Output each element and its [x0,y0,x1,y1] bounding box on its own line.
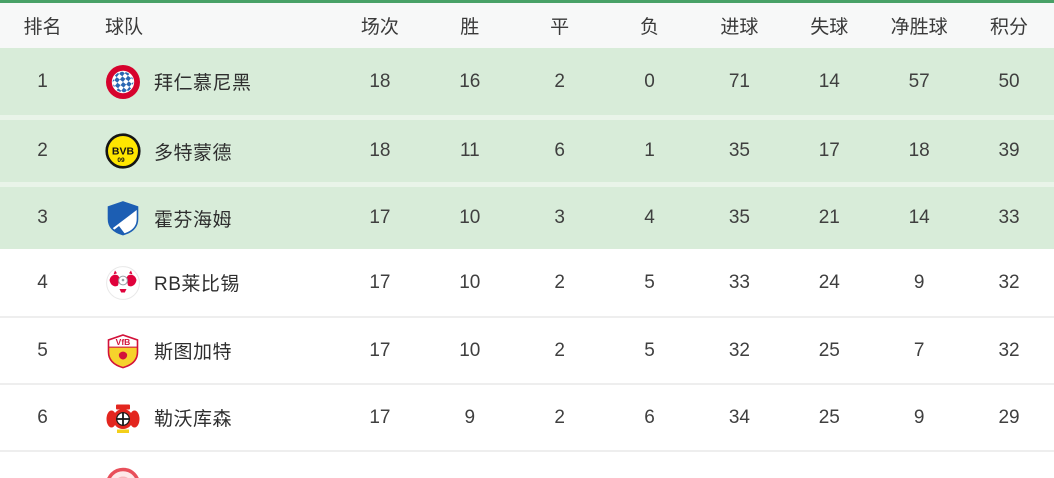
goal-diff-cell: 14 [908,207,930,228]
partial-red-crest-icon [105,467,141,478]
goals-against-cell: 21 [818,207,840,228]
column-header-goal-diff: 净胜球 [890,17,948,38]
rb-leipzig-crest-icon [105,265,141,301]
svg-text:BVB: BVB [112,146,135,158]
rank-cell: 1 [37,70,48,92]
draws-cell: 2 [554,271,565,293]
dortmund-crest-icon: BVB 09 [105,133,141,169]
wins-cell: 10 [459,271,481,293]
hoffenheim-crest-icon [105,200,141,236]
wins-cell: 10 [459,339,481,361]
table-body: 1 拜仁慕尼黑 18 16 2 0 71 14 57 50 2 BVB 09 多 [0,48,1054,478]
goals-against-cell: 25 [818,339,840,361]
rank-cell: 4 [37,271,48,293]
column-header-played: 场次 [360,17,399,38]
team-cell: 勒沃库森 [85,400,335,436]
leverkusen-crest-icon [105,400,141,436]
goals-for-cell: 71 [728,70,750,92]
played-cell: 17 [369,339,391,361]
points-cell: 32 [998,271,1020,293]
table-row: 2 BVB 09 多特蒙德 18 11 6 1 35 17 18 39 [0,115,1054,182]
draws-cell: 2 [554,406,565,428]
team-cell: 霍芬海姆 [85,200,335,236]
bayern-munich-crest-icon [105,64,141,100]
column-header-losses: 负 [640,17,660,38]
draws-cell: 2 [554,339,565,361]
svg-text:09: 09 [117,157,125,164]
team-cell: VfB 斯图加特 [85,333,335,369]
wins-cell: 16 [459,70,481,92]
team-name: RB莱比锡 [154,274,240,295]
team-name: 多特蒙德 [154,142,233,164]
goals-for-cell: 34 [728,406,750,428]
column-header-goals-against: 失球 [810,17,849,38]
played-cell: 18 [369,70,391,92]
table-row: 5 VfB 斯图加特 17 10 2 5 32 25 7 32 [0,316,1054,383]
losses-cell: 0 [644,70,655,92]
table-row [0,450,1054,478]
column-header-rank: 排名 [23,17,62,38]
team-cell [85,467,335,478]
draws-cell: 6 [554,140,565,161]
played-cell: 17 [369,406,391,428]
table-row: 4 RB莱比锡 17 10 2 5 33 24 9 32 [0,249,1054,316]
svg-text:VfB: VfB [116,337,131,347]
points-cell: 50 [998,70,1020,92]
rank-cell: 2 [37,140,48,161]
team-name: 斯图加特 [154,342,233,363]
wins-cell: 9 [464,406,476,428]
team-name: 勒沃库森 [154,409,233,430]
goal-diff-cell: 9 [913,271,925,293]
losses-cell: 1 [644,140,655,161]
top-accent-border [0,0,1054,3]
goals-against-cell: 14 [818,70,840,92]
played-cell: 18 [369,140,391,161]
rank-cell: 6 [37,406,48,428]
wins-cell: 11 [459,140,480,161]
column-header-goals-for: 进球 [720,17,759,38]
goals-for-cell: 32 [728,339,750,361]
goals-for-cell: 35 [728,207,750,228]
goal-diff-cell: 7 [913,339,925,361]
table-row: 3 霍芬海姆 17 10 3 4 35 21 14 33 [0,182,1054,249]
table-header: 排名 球队 场次 胜 平 负 进球 失球 净胜球 积分 [0,3,1054,48]
points-cell: 39 [998,140,1020,161]
goals-for-cell: 33 [728,271,750,293]
points-cell: 29 [998,406,1020,428]
played-cell: 17 [369,207,391,228]
losses-cell: 5 [644,271,655,293]
goal-diff-cell: 57 [908,70,930,92]
stuttgart-crest-icon: VfB [105,333,141,369]
goals-for-cell: 35 [728,140,750,161]
goal-diff-cell: 9 [913,406,925,428]
goals-against-cell: 24 [818,271,840,293]
rank-cell: 5 [37,339,48,361]
goal-diff-cell: 18 [908,140,930,161]
points-cell: 32 [998,339,1020,361]
played-cell: 17 [369,271,391,293]
table-row: 1 拜仁慕尼黑 18 16 2 0 71 14 57 50 [0,48,1054,115]
draws-cell: 3 [554,207,565,228]
column-header-team: 球队 [105,17,144,38]
goals-against-cell: 17 [818,140,840,161]
points-cell: 33 [998,207,1020,228]
column-header-draws: 平 [550,17,570,38]
team-cell: RB莱比锡 [85,265,335,301]
column-header-points: 积分 [990,17,1029,38]
team-name: 霍芬海姆 [154,209,233,231]
team-cell: BVB 09 多特蒙德 [85,133,335,169]
losses-cell: 5 [644,339,655,361]
rank-cell: 3 [37,207,48,228]
goals-against-cell: 25 [818,406,840,428]
losses-cell: 4 [644,207,655,228]
team-cell: 拜仁慕尼黑 [85,64,335,100]
losses-cell: 6 [644,406,655,428]
draws-cell: 2 [554,70,565,92]
table-row: 6 勒沃库森 17 9 2 6 34 25 9 29 [0,383,1054,450]
team-name: 拜仁慕尼黑 [154,73,252,94]
column-header-wins: 胜 [460,17,480,38]
wins-cell: 10 [459,207,481,228]
